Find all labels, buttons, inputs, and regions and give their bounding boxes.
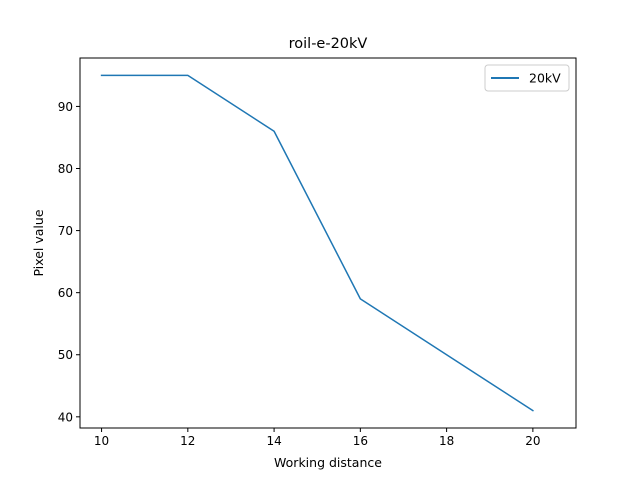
y-tick-label: 40 bbox=[58, 410, 73, 424]
x-tick-label: 20 bbox=[525, 434, 540, 448]
x-axis-label: Working distance bbox=[274, 455, 382, 470]
x-tick-label: 10 bbox=[94, 434, 109, 448]
series-layer bbox=[100, 74, 534, 412]
x-tick-label: 16 bbox=[353, 434, 368, 448]
series-line-20kv bbox=[100, 74, 534, 412]
y-tick-label: 50 bbox=[58, 348, 73, 362]
y-tick-label: 70 bbox=[58, 224, 73, 238]
y-axis-ticks: 40 50 60 70 80 90 bbox=[58, 100, 80, 424]
legend: 20kV bbox=[484, 64, 570, 92]
plot-area bbox=[79, 57, 577, 429]
x-tick-label: 18 bbox=[439, 434, 454, 448]
x-tick-label: 14 bbox=[266, 434, 281, 448]
y-axis-label: Pixel value bbox=[31, 209, 46, 276]
x-axis-ticks: 10 12 14 16 18 20 bbox=[94, 428, 541, 448]
chart-title: roil-e-20kV bbox=[289, 36, 368, 52]
y-tick-label: 80 bbox=[58, 162, 73, 176]
y-tick-label: 90 bbox=[58, 100, 73, 114]
x-tick-label: 12 bbox=[180, 434, 195, 448]
legend-box bbox=[484, 64, 570, 92]
plot-frame bbox=[79, 57, 577, 429]
legend-label-20kv: 20kV bbox=[529, 71, 561, 86]
y-tick-label: 60 bbox=[58, 286, 73, 300]
